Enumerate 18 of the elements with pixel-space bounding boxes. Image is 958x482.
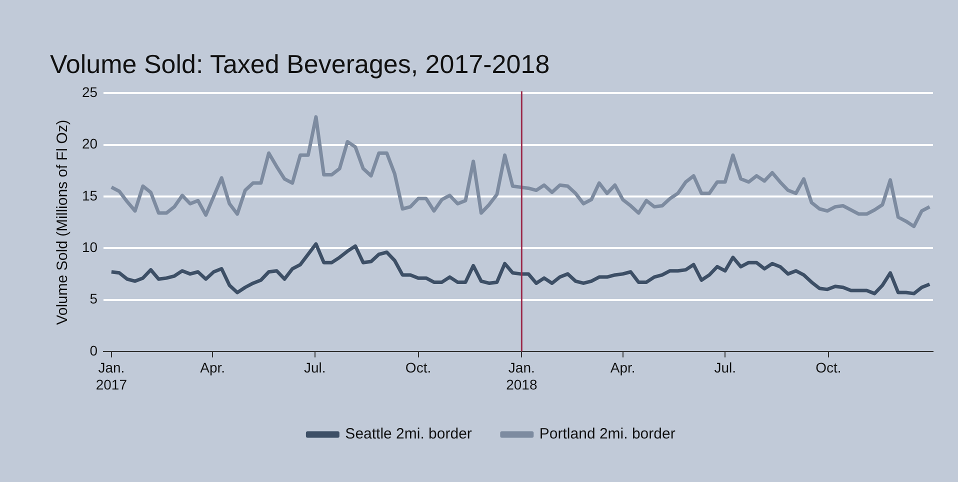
y-tick-label: 5 bbox=[90, 290, 98, 307]
x-tick-label: Apr. bbox=[610, 360, 636, 376]
y-tick-label: 20 bbox=[82, 136, 98, 152]
x-tick-label: Jul. bbox=[714, 360, 736, 376]
y-tick-label: 0 bbox=[90, 342, 98, 358]
y-tick-label: 25 bbox=[82, 84, 98, 100]
y-tick-label: 10 bbox=[82, 238, 98, 255]
legend-label: Portland 2mi. border bbox=[539, 426, 676, 443]
chart-title: Volume Sold: Taxed Beverages, 2017-2018 bbox=[50, 48, 550, 79]
x-tick-label: Oct. bbox=[816, 360, 842, 376]
x-tick-label: Jul. bbox=[304, 360, 326, 376]
y-axis-title: Volume Sold (Millions of Fl Oz) bbox=[54, 120, 72, 325]
legend-label: Seattle 2mi. border bbox=[345, 426, 472, 443]
y-tick-label: 15 bbox=[82, 187, 98, 204]
x-tick-label: Jan. 2017 bbox=[96, 360, 128, 392]
x-tick-label: Jan. 2018 bbox=[506, 360, 538, 392]
x-tick-label: Oct. bbox=[405, 360, 432, 376]
x-tick-label: Apr. bbox=[200, 360, 226, 376]
